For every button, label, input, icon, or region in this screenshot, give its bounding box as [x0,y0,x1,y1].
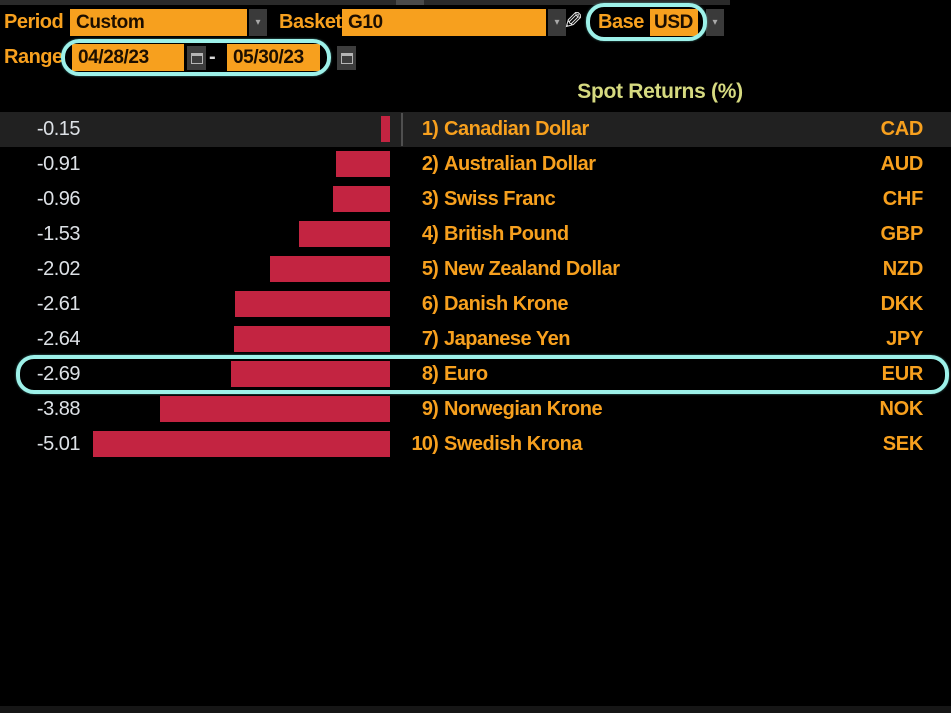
return-bar [333,186,390,212]
currency-row[interactable]: -0.96 3) Swiss Franc CHF [0,182,951,217]
return-value: -2.61 [36,293,81,315]
return-value: -5.01 [36,433,81,455]
range-end-input[interactable]: 05/30/23 [227,44,320,71]
currency-row[interactable]: -1.53 4) British Pound GBP [0,217,951,252]
row-rank: 2) [421,153,439,175]
return-value: -2.02 [36,258,81,280]
row-rank: 3) [421,188,439,210]
return-bar [234,326,390,352]
base-dropdown-button[interactable]: ▾ [706,9,724,36]
currency-returns-list: -0.15 1) Canadian Dollar CAD -0.91 2) Au… [0,112,951,462]
currency-name: Euro [444,363,488,385]
return-bar [231,361,390,387]
currency-name: Swiss Franc [444,188,556,210]
window-top-strip [0,0,730,5]
basket-label: Basket [279,11,342,33]
chart-title: Spot Returns (%) [577,80,743,103]
return-value: -3.88 [36,398,81,420]
return-bar [160,396,390,422]
currency-row[interactable]: -2.61 6) Danish Krone DKK [0,287,951,322]
currency-code: NOK [879,398,923,420]
return-bar [299,221,390,247]
currency-name: Canadian Dollar [444,118,589,140]
row-rank: 1) [421,118,439,140]
base-select[interactable]: USD [650,9,698,36]
currency-row[interactable]: -2.02 5) New Zealand Dollar NZD [0,252,951,287]
row-rank: 6) [421,293,439,315]
return-value: -1.53 [36,223,81,245]
currency-row[interactable]: -0.91 2) Australian Dollar AUD [0,147,951,182]
currency-code: GBP [880,223,924,245]
currency-name: Australian Dollar [444,153,596,175]
currency-row[interactable]: -0.15 1) Canadian Dollar CAD [0,112,951,147]
currency-name: New Zealand Dollar [444,258,620,280]
period-dropdown-button[interactable]: ▾ [249,9,267,36]
return-value: -2.69 [36,363,81,385]
currency-code: SEK [882,433,924,455]
row-rank: 10) [411,433,438,455]
chevron-down-icon: ▾ [554,17,560,28]
basket-select[interactable]: G10 [342,9,546,36]
base-label: Base [598,11,644,33]
currency-row[interactable]: -5.01 10) Swedish Krona SEK [0,427,951,462]
range-start-input[interactable]: 04/28/23 [72,44,184,71]
row-rank: 8) [421,363,439,385]
currency-code: JPY [886,328,923,350]
currency-code: EUR [881,363,924,385]
currency-code: DKK [880,293,924,315]
return-value: -0.96 [36,188,81,210]
currency-code: NZD [882,258,924,280]
chevron-down-icon: ▾ [255,17,261,28]
return-value: -0.91 [36,153,81,175]
period-select[interactable]: Custom [70,9,247,36]
selection-cursor [401,113,403,146]
range-end-calendar-button[interactable] [337,46,356,70]
row-rank: 4) [421,223,439,245]
currency-name: Swedish Krona [444,433,582,455]
range-label: Range [4,46,63,68]
return-bar [270,256,390,282]
return-bar [235,291,390,317]
currency-row[interactable]: -2.69 8) Euro EUR [0,357,951,392]
chevron-down-icon: ▾ [712,17,718,28]
calendar-icon [190,52,203,64]
return-bar [381,116,390,142]
period-label: Period [4,11,64,33]
return-bar [93,431,390,457]
return-value: -2.64 [36,328,81,350]
range-start-calendar-button[interactable] [187,46,206,70]
return-bar [336,151,390,177]
currency-row[interactable]: -2.64 7) Japanese Yen JPY [0,322,951,357]
calendar-icon [340,52,353,64]
currency-name: Japanese Yen [444,328,570,350]
currency-name: Norwegian Krone [444,398,603,420]
window-top-tab [396,0,424,5]
currency-name: Danish Krone [444,293,569,315]
edit-pencil-icon[interactable]: ✎ [563,8,584,35]
basket-dropdown-button[interactable]: ▾ [548,9,566,36]
row-rank: 7) [421,328,439,350]
range-separator: - [209,46,216,68]
currency-name: British Pound [444,223,569,245]
currency-code: CAD [880,118,924,140]
row-rank: 5) [421,258,439,280]
currency-code: CHF [882,188,924,210]
window-bottom-strip [0,706,951,713]
currency-row[interactable]: -3.88 9) Norwegian Krone NOK [0,392,951,427]
currency-code: AUD [880,153,924,175]
row-rank: 9) [421,398,439,420]
return-value: -0.15 [36,118,81,140]
